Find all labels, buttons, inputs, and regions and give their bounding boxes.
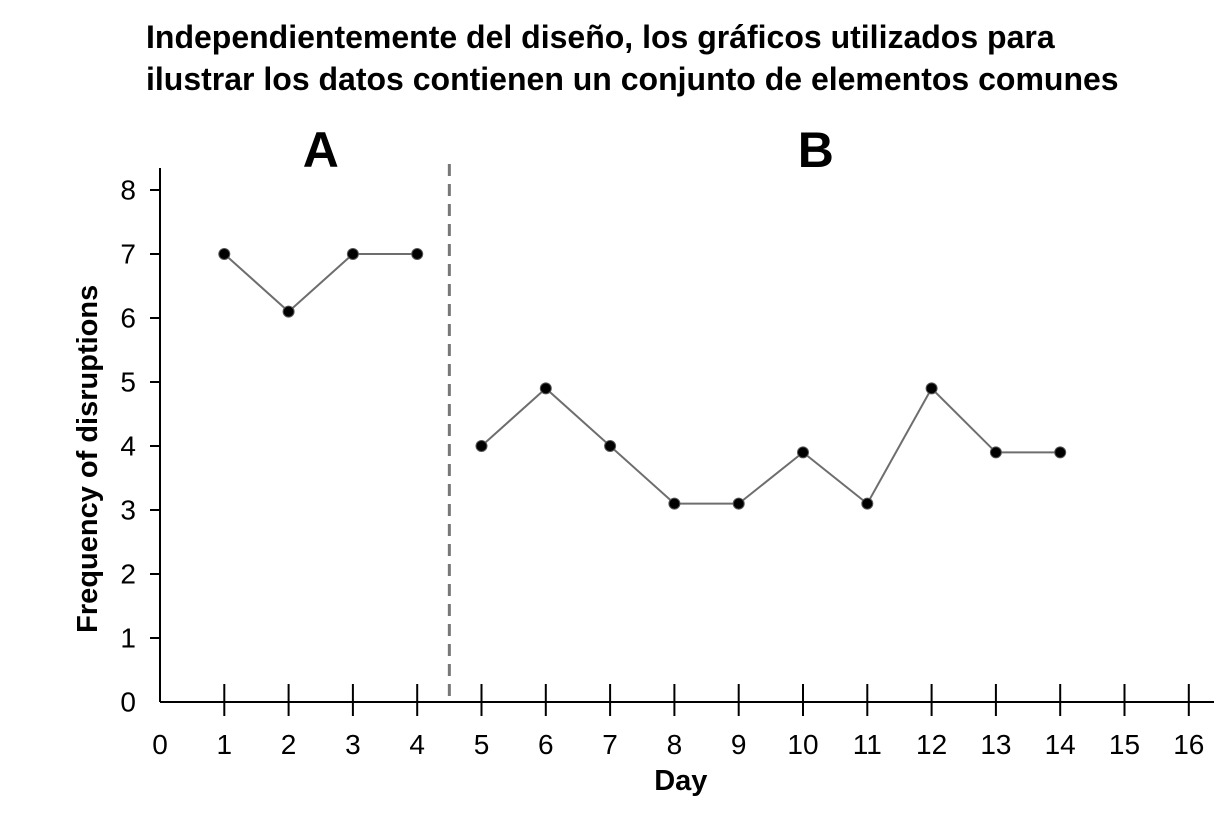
x-tick-label: 0 (152, 729, 168, 760)
data-point (1054, 446, 1067, 459)
x-tick-label: 15 (1109, 729, 1140, 760)
series-group (218, 248, 1067, 510)
x-tick-label: 3 (345, 729, 361, 760)
y-tick-label: 5 (120, 367, 136, 398)
series-line-phase-A (223, 253, 418, 313)
y-tick-label: 2 (120, 559, 136, 590)
x-tick-label: 14 (1045, 729, 1076, 760)
y-tick-label: 0 (120, 687, 136, 718)
data-point (797, 446, 809, 459)
x-tick-label: 16 (1173, 729, 1204, 760)
data-point (604, 440, 617, 452)
data-point (282, 305, 295, 318)
phase-label-A: A (303, 122, 339, 178)
data-point (218, 248, 231, 260)
x-tick-label: 8 (667, 729, 683, 760)
x-axis-title: Day (654, 765, 707, 797)
phase-label-B: B (798, 122, 834, 178)
data-point (411, 248, 424, 260)
series-line-phase-B (480, 386, 1061, 506)
x-tick-label: 5 (474, 729, 490, 760)
x-tick-label: 12 (916, 729, 947, 760)
data-point (925, 382, 938, 395)
y-axis-title: Frequency of disruptions (72, 285, 104, 633)
x-tick-label: 10 (787, 729, 818, 760)
data-point (475, 440, 488, 452)
x-tick-label: 13 (980, 729, 1011, 760)
title-line-1: Independientemente del diseño, los gráfi… (146, 19, 1055, 55)
label-group: A B Day Frequency of disruptions (72, 122, 834, 797)
data-point (668, 497, 681, 510)
title-line-2: ilustrar los datos contienen un conjunto… (146, 61, 1119, 97)
y-tick-label: 8 (120, 175, 136, 206)
data-point (861, 497, 874, 510)
page-title: Independientemente del diseño, los gráfi… (146, 16, 1206, 100)
x-tick-label: 7 (602, 729, 618, 760)
data-point (732, 497, 745, 510)
y-tick-label: 1 (120, 623, 136, 654)
y-tick-label: 3 (120, 495, 136, 526)
y-tick-label: 7 (120, 239, 136, 270)
x-tick-label: 11 (853, 729, 882, 760)
data-point (989, 446, 1002, 459)
x-tick-label: 4 (409, 729, 425, 760)
y-tick-label: 4 (120, 431, 136, 462)
x-tick-label: 9 (731, 729, 747, 760)
y-tick-label: 6 (120, 303, 136, 334)
data-point (346, 248, 359, 260)
x-tick-label: 1 (217, 729, 233, 760)
x-tick-label: 2 (281, 729, 297, 760)
x-tick-label: 6 (538, 729, 554, 760)
data-point (539, 382, 552, 395)
